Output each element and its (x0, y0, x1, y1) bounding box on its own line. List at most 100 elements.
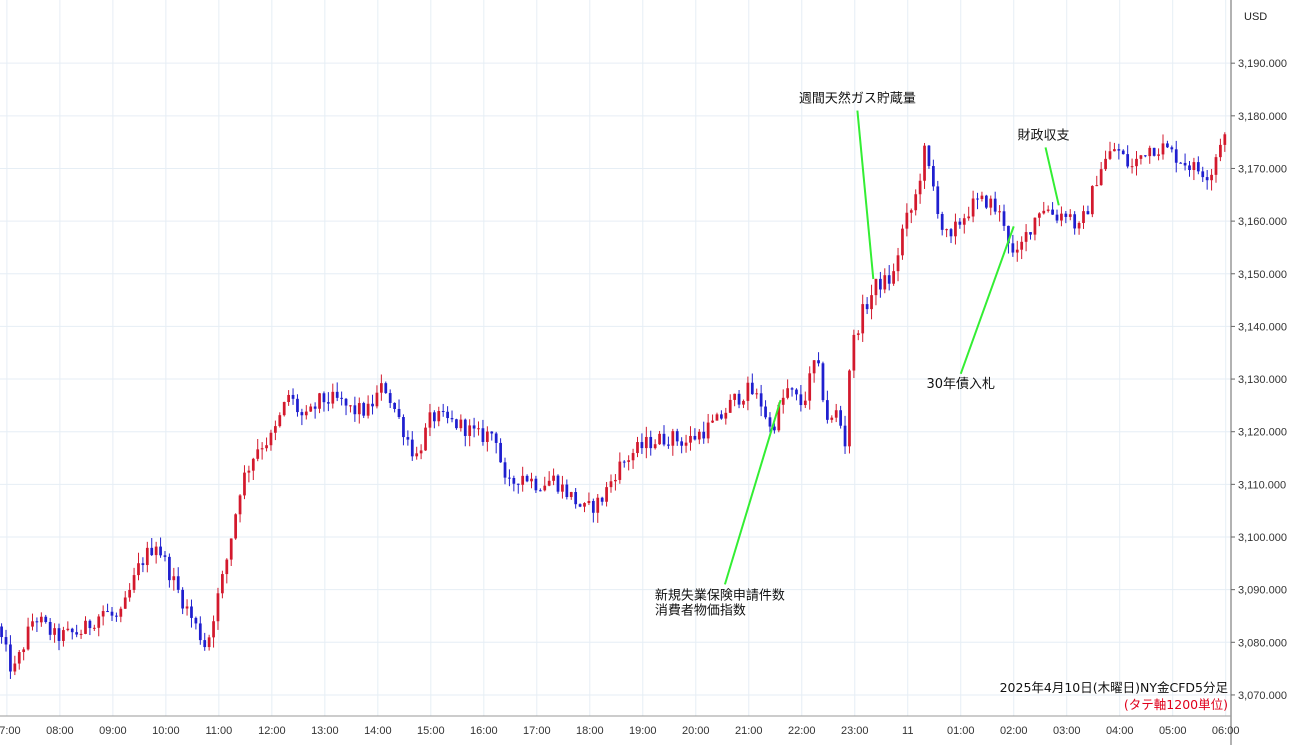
time-axis-labels: 07:00 08:00 09:00 10:00 11:00 12:00 13:00 14:00… (0, 725, 1239, 737)
candle-down (512, 477, 516, 484)
time-tick-label: 01:00 (947, 725, 975, 737)
candle-up (653, 444, 657, 449)
candle-up (66, 628, 70, 631)
candle-up (896, 255, 900, 272)
time-tick-label: 11 (902, 725, 913, 737)
candle-down (203, 640, 207, 648)
time-tick-label: 18:00 (576, 725, 604, 737)
candle-up (39, 616, 43, 623)
candle-up (852, 334, 856, 371)
candle-up (119, 608, 123, 617)
time-tick-label: 17:00 (523, 725, 551, 737)
candle-down (538, 490, 542, 492)
candle-down (1007, 225, 1010, 244)
annotation-label: 新規失業保険申請件数 (655, 587, 785, 603)
candle-down (402, 417, 405, 438)
candle-down (737, 393, 741, 405)
candle-up (587, 500, 591, 504)
candle-up (711, 420, 714, 423)
candle-up (954, 221, 957, 237)
candle-down (680, 441, 684, 446)
candle-down (1121, 150, 1125, 155)
candle-up (552, 475, 555, 481)
candle-up (914, 194, 918, 211)
candle-down (1002, 211, 1006, 226)
candle-up (1015, 249, 1019, 253)
candle-down (410, 439, 414, 457)
candle-up (569, 492, 573, 498)
candle-up (684, 442, 688, 446)
candle-up (892, 271, 895, 284)
candle-down (821, 363, 825, 401)
time-tick-label: 14:00 (364, 725, 392, 737)
annotation-label: 財政収支 (1018, 128, 1070, 143)
candle-down (702, 431, 706, 439)
candle-up (962, 218, 966, 225)
price-tick-label: 3,110.000 (1238, 479, 1286, 491)
candle-down (181, 589, 185, 609)
time-tick-label: 10:00 (152, 725, 180, 737)
candle-up (92, 627, 96, 629)
candle-up (989, 198, 993, 208)
candle-down (388, 393, 392, 403)
time-tick-label: 04:00 (1106, 725, 1134, 737)
candle-up (733, 393, 737, 400)
candle-up (265, 445, 268, 449)
candle-up (216, 593, 220, 622)
candle-down (194, 617, 198, 624)
candle-down (44, 616, 48, 622)
candle-up (212, 621, 215, 638)
candle-down (406, 437, 410, 440)
candle-down (1188, 165, 1191, 171)
candle-down (1126, 154, 1130, 167)
candle-down (110, 611, 114, 616)
price-tick-label: 3,070.000 (1238, 690, 1287, 702)
candle-up (909, 210, 913, 213)
candle-up (221, 574, 224, 594)
annotation-label: 30年債入札 (926, 377, 995, 392)
candle-down (106, 611, 109, 613)
candle-up (1060, 213, 1063, 221)
candle-down (795, 389, 798, 395)
candle-down (927, 145, 931, 167)
candle-down (640, 442, 644, 449)
candle-up (1020, 241, 1024, 250)
candle-up (1068, 214, 1072, 217)
candle-down (984, 195, 988, 208)
candle-up (1104, 158, 1107, 170)
candle-up (256, 449, 260, 459)
chart-caption-title: 2025年4月10日(木曜日)NY金CFD5分足 (1000, 680, 1229, 695)
candle-down (371, 403, 374, 407)
candle-down (0, 626, 3, 638)
candle-down (1055, 214, 1059, 221)
candle-up (62, 630, 65, 641)
candle-up (1042, 210, 1046, 214)
candle-up (724, 412, 728, 419)
candle-up (1046, 209, 1050, 211)
candle-up (424, 427, 427, 451)
candle-up (1223, 134, 1227, 145)
candle-down (291, 394, 295, 399)
candle-down (1201, 171, 1205, 178)
candle-up (243, 472, 246, 496)
candle-down (159, 546, 162, 556)
candle-up (172, 576, 176, 581)
candle-up (1139, 155, 1143, 159)
candle-up (79, 633, 83, 635)
candle-down (75, 632, 79, 635)
candle-up (967, 216, 971, 219)
candle-down (949, 229, 953, 237)
candle-up (874, 278, 878, 296)
candle-down (384, 383, 388, 394)
time-tick-label: 08:00 (46, 725, 74, 737)
candle-down (940, 214, 944, 230)
candle-up (1210, 174, 1213, 181)
candle-down (455, 419, 458, 429)
candle-down (764, 406, 767, 418)
candle-down (141, 563, 145, 566)
candle-up (1095, 185, 1099, 187)
candle-up (1219, 144, 1222, 158)
candle-up (755, 393, 759, 395)
